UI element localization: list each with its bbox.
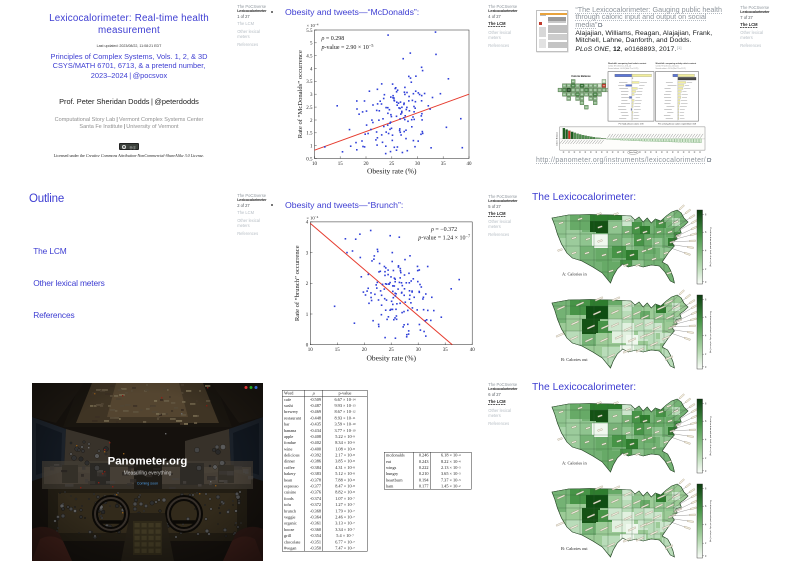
svg-text:Combo: NY (reference, 2011-12): Combo: NY (reference, 2011-12) bbox=[656, 66, 680, 68]
svg-text:Rate of “McDonalds” occurrence: Rate of “McDonalds” occurrence bbox=[297, 50, 304, 138]
svg-text:State Rank: State Rank bbox=[629, 151, 638, 154]
svg-text:4.5: 4.5 bbox=[306, 55, 313, 60]
svg-text:15: 15 bbox=[338, 162, 344, 167]
svg-text:30: 30 bbox=[415, 162, 421, 167]
svg-text:Calorie Balance: Calorie Balance bbox=[557, 131, 559, 146]
svg-text:2.5: 2.5 bbox=[306, 106, 313, 111]
svg-text:2: 2 bbox=[705, 268, 707, 271]
svg-text:2: 2 bbox=[705, 457, 707, 460]
svg-text:Per food phrase caloric shift: Per food phrase caloric shift bbox=[619, 123, 644, 126]
svg-text:5: 5 bbox=[310, 42, 313, 47]
svg-text:35: 35 bbox=[443, 348, 449, 353]
svg-text:B: Calories out: B: Calories out bbox=[561, 357, 588, 362]
svg-text:8: 8 bbox=[705, 488, 707, 491]
svg-text:p-value = 1.24 × 10−7: p-value = 1.24 × 10−7 bbox=[417, 233, 471, 241]
svg-text:p-value = 2.90 × 10−5: p-value = 2.90 × 10−5 bbox=[321, 43, 375, 51]
svg-text:Deviation from national activi: Deviation from national activity calorie… bbox=[709, 311, 712, 354]
svg-text:4: 4 bbox=[705, 439, 707, 442]
svg-text:A: Calories in: A: Calories in bbox=[562, 461, 587, 466]
svg-text:Coming soon: Coming soon bbox=[137, 482, 158, 486]
svg-text:4: 4 bbox=[705, 335, 707, 338]
svg-text:ρ = 0.298: ρ = 0.298 bbox=[321, 36, 345, 42]
svg-text:20: 20 bbox=[362, 348, 368, 353]
svg-text:4: 4 bbox=[705, 524, 707, 527]
svg-text:ρ = −0.372: ρ = −0.372 bbox=[430, 227, 457, 233]
svg-text:4: 4 bbox=[705, 250, 707, 253]
svg-text:Rate of “brunch” occurrence: Rate of “brunch” occurrence bbox=[294, 245, 301, 321]
svg-text:10: 10 bbox=[308, 348, 314, 353]
svg-text:6: 6 bbox=[705, 505, 707, 508]
svg-text:0: 0 bbox=[705, 470, 707, 473]
svg-text:4: 4 bbox=[310, 67, 313, 72]
svg-text:2: 2 bbox=[306, 282, 309, 287]
svg-text:Measuring everything: Measuring everything bbox=[124, 471, 172, 477]
svg-text:Obesity rate (%): Obesity rate (%) bbox=[367, 167, 417, 176]
svg-text:0: 0 bbox=[705, 366, 707, 369]
svg-text:B: Calories out: B: Calories out bbox=[561, 546, 588, 551]
svg-text:40: 40 bbox=[470, 348, 476, 353]
svg-text:Wordshift: comparing food calo: Wordshift: comparing food caloric conten… bbox=[608, 62, 647, 65]
svg-text:4: 4 bbox=[306, 221, 309, 226]
svg-text:× 10−4: × 10−4 bbox=[307, 22, 319, 28]
svg-text:Deviation from national activi: Deviation from national activity calorie… bbox=[709, 500, 712, 543]
svg-text:Deviation from national food c: Deviation from national food calories (l… bbox=[709, 416, 712, 456]
svg-text:0.5: 0.5 bbox=[306, 157, 313, 162]
svg-text:25: 25 bbox=[389, 162, 395, 167]
svg-text:3: 3 bbox=[310, 93, 313, 98]
svg-text:Per activity phrase caloric ex: Per activity phrase caloric expenditure … bbox=[658, 123, 696, 126]
svg-text:0: 0 bbox=[306, 344, 309, 349]
svg-text:35: 35 bbox=[441, 162, 447, 167]
svg-text:2: 2 bbox=[705, 542, 707, 545]
svg-text:Combo: NY (reference, 2011-12): Combo: NY (reference, 2011-12) bbox=[608, 66, 632, 68]
svg-text:5.5: 5.5 bbox=[306, 29, 313, 34]
svg-text:20: 20 bbox=[364, 162, 370, 167]
svg-text:8: 8 bbox=[705, 213, 707, 216]
svg-text:1: 1 bbox=[306, 313, 309, 318]
svg-text:Second subtext: +50.50 (Wed 75: Second subtext: +50.50 (Wed 75 vs 51.75) bbox=[608, 67, 639, 70]
svg-text:Obesity rate (%): Obesity rate (%) bbox=[366, 354, 416, 363]
svg-text:0: 0 bbox=[705, 555, 707, 558]
svg-text:0: 0 bbox=[705, 281, 707, 284]
svg-text:25: 25 bbox=[389, 348, 395, 353]
svg-text:15: 15 bbox=[335, 348, 341, 353]
svg-text:Deviation from national food c: Deviation from national food calories (l… bbox=[709, 227, 712, 267]
svg-text:6: 6 bbox=[705, 231, 707, 234]
svg-text:10: 10 bbox=[312, 162, 318, 167]
svg-text:2: 2 bbox=[310, 119, 313, 124]
svg-text:40: 40 bbox=[467, 162, 473, 167]
svg-text:Calorie Balance: Calorie Balance bbox=[571, 74, 591, 78]
svg-text:8: 8 bbox=[705, 298, 707, 301]
svg-text:Second subtext: +50.50 (Wed 75: Second subtext: +50.50 (Wed 75 vs 51.75) bbox=[656, 67, 687, 70]
svg-text:3: 3 bbox=[306, 251, 309, 256]
svg-text:× 10−4: × 10−4 bbox=[306, 215, 318, 221]
svg-text:Wordshift: comparing activity: Wordshift: comparing activity caloric co… bbox=[656, 62, 697, 65]
svg-text:30: 30 bbox=[416, 348, 422, 353]
svg-text:3.5: 3.5 bbox=[306, 80, 313, 85]
svg-text:1: 1 bbox=[310, 145, 313, 150]
svg-text:A: Calories in: A: Calories in bbox=[562, 272, 587, 277]
svg-text:1.5: 1.5 bbox=[306, 132, 313, 137]
svg-text:6: 6 bbox=[705, 420, 707, 423]
svg-text:8: 8 bbox=[705, 403, 707, 406]
svg-text:Panometer.org: Panometer.org bbox=[108, 456, 188, 468]
svg-text:6: 6 bbox=[705, 316, 707, 319]
svg-text:2: 2 bbox=[705, 353, 707, 356]
